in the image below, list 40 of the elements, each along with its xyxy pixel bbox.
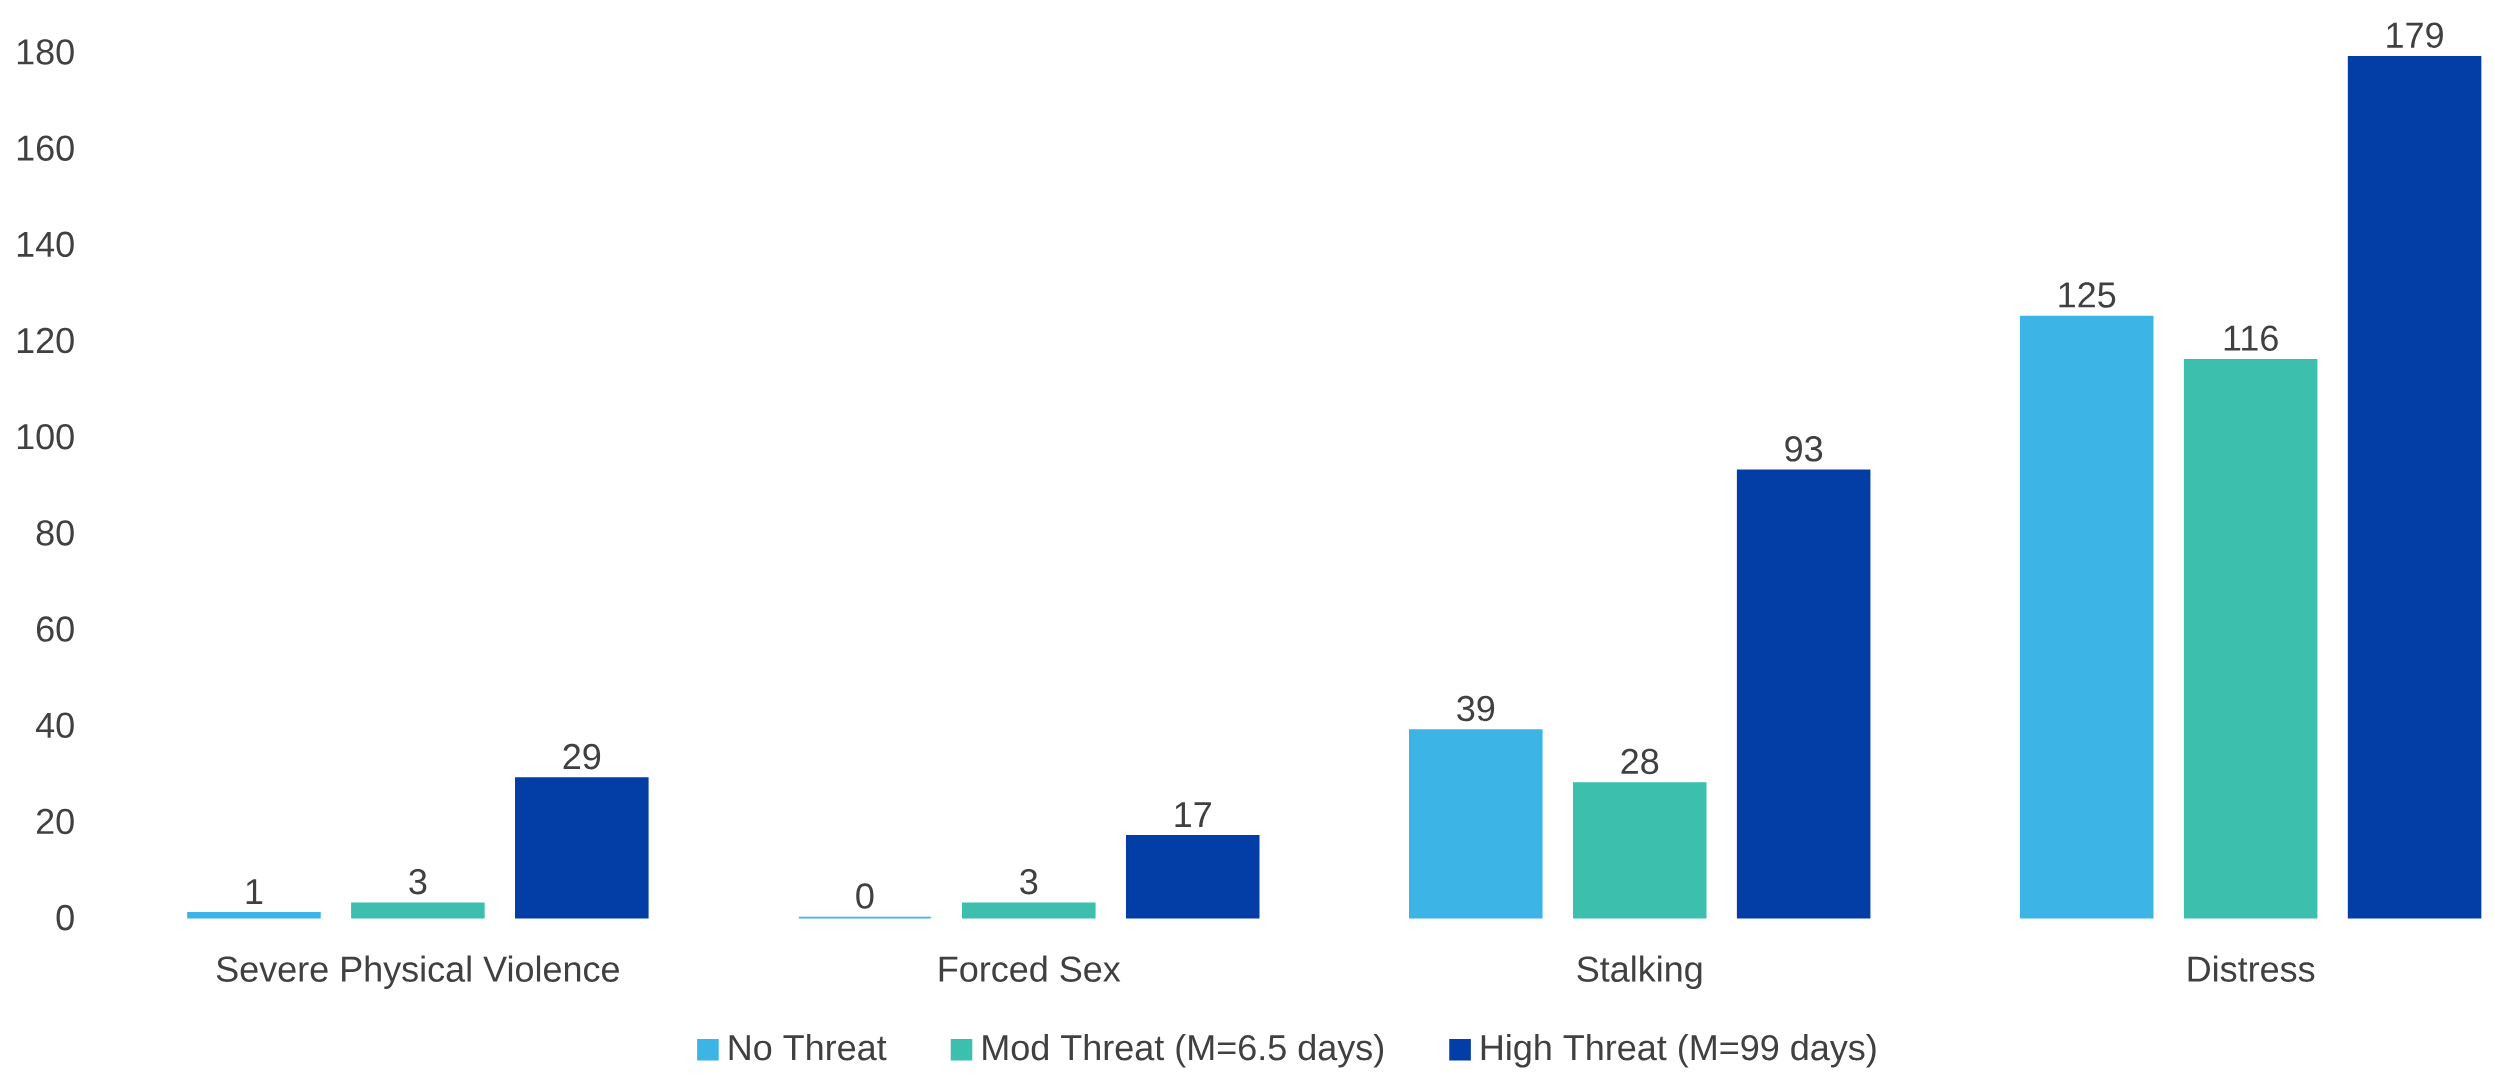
data-label: 3 <box>1020 868 1038 895</box>
bar <box>1736 469 1871 919</box>
data-label: 116 <box>2224 325 2278 351</box>
bar <box>2183 358 2318 919</box>
y-tick-label: 180 <box>17 38 74 65</box>
bar <box>1125 834 1260 919</box>
legend-label: Mod Threat (M=6.5 days) <box>983 1033 1384 1068</box>
bar <box>515 777 649 919</box>
x-tick-label: Forced Sex <box>939 955 1121 982</box>
data-label: 17 <box>1175 802 1211 827</box>
y-tick-label: 100 <box>17 423 74 450</box>
bar <box>187 911 321 919</box>
data-label: 39 <box>1457 695 1495 722</box>
data-label: 0 <box>856 883 874 909</box>
data-label: 125 <box>2059 281 2116 308</box>
data-label: 29 <box>563 743 601 770</box>
y-tick-label: 60 <box>36 616 74 642</box>
x-tick-label: Distress <box>2188 955 2315 982</box>
bar <box>2347 55 2482 919</box>
y-tick-label: 40 <box>35 712 74 738</box>
x-tick-label: Severe Physical Violence <box>216 955 619 989</box>
data-label: 28 <box>1621 748 1659 774</box>
bar <box>1572 781 1707 919</box>
legend-label: High Threat (M=99 days) <box>1481 1033 1876 1068</box>
y-tick-label: 20 <box>36 808 74 834</box>
y-tick-label: 140 <box>17 231 74 257</box>
data-label: 3 <box>409 868 427 895</box>
y-tick-label: 120 <box>17 327 74 354</box>
y-tick-label: 80 <box>36 519 74 546</box>
bar <box>2019 315 2154 919</box>
bar <box>1409 729 1543 919</box>
data-label: 1 <box>246 879 263 904</box>
y-tick-label: 160 <box>17 135 74 161</box>
data-label: 93 <box>1785 435 1823 462</box>
y-tick-label: 0 <box>56 904 74 931</box>
legend-label: No Threat <box>729 1033 887 1061</box>
bar <box>962 902 1096 919</box>
x-tick-label: Stalking <box>1577 955 1702 989</box>
bar <box>351 902 485 919</box>
data-label: 179 <box>2387 22 2443 48</box>
